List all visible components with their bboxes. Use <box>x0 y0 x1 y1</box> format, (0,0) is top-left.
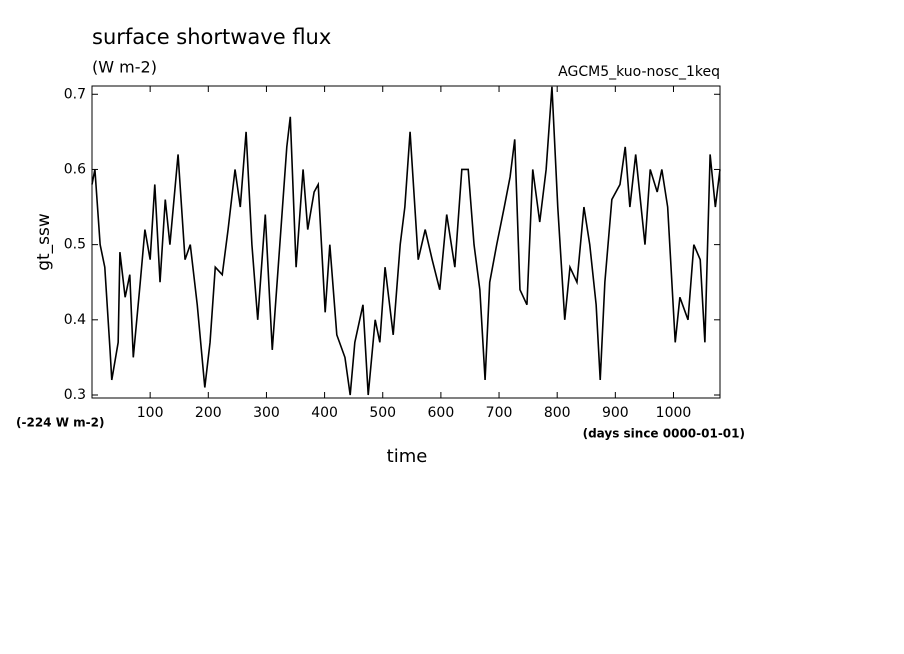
offset-label: (-224 W m-2) <box>16 416 104 430</box>
y-axis-label: gt_ssw <box>34 213 54 271</box>
x-tick-label: 400 <box>311 405 338 421</box>
y-tick-label: 0.6 <box>64 161 86 177</box>
y-tick-label: 0.7 <box>64 86 86 102</box>
x-tick-label: 800 <box>544 405 571 421</box>
y-tick-label: 0.3 <box>64 387 86 403</box>
y-tick-label: 0.5 <box>64 237 86 253</box>
x-tick-label: 700 <box>486 405 513 421</box>
x-unit-label: (days since 0000-01-01) <box>583 427 745 441</box>
annotation: AGCM5_kuo-nosc_1keq <box>558 64 720 80</box>
x-tick-label: 100 <box>137 405 164 421</box>
x-tick-label: 500 <box>369 405 396 421</box>
y-tick-label: 0.4 <box>64 312 86 328</box>
x-tick-label: 900 <box>602 405 629 421</box>
chart-subtitle: (W m-2) <box>92 58 157 77</box>
data-line <box>91 86 721 396</box>
x-tick-label: 1000 <box>656 405 692 421</box>
x-tick-label: 200 <box>195 405 222 421</box>
chart-title: surface shortwave flux <box>92 25 331 49</box>
x-tick-label: 600 <box>428 405 455 421</box>
plot-frame <box>91 85 721 399</box>
x-tick-label: 300 <box>253 405 280 421</box>
x-axis-label: time <box>387 446 428 467</box>
